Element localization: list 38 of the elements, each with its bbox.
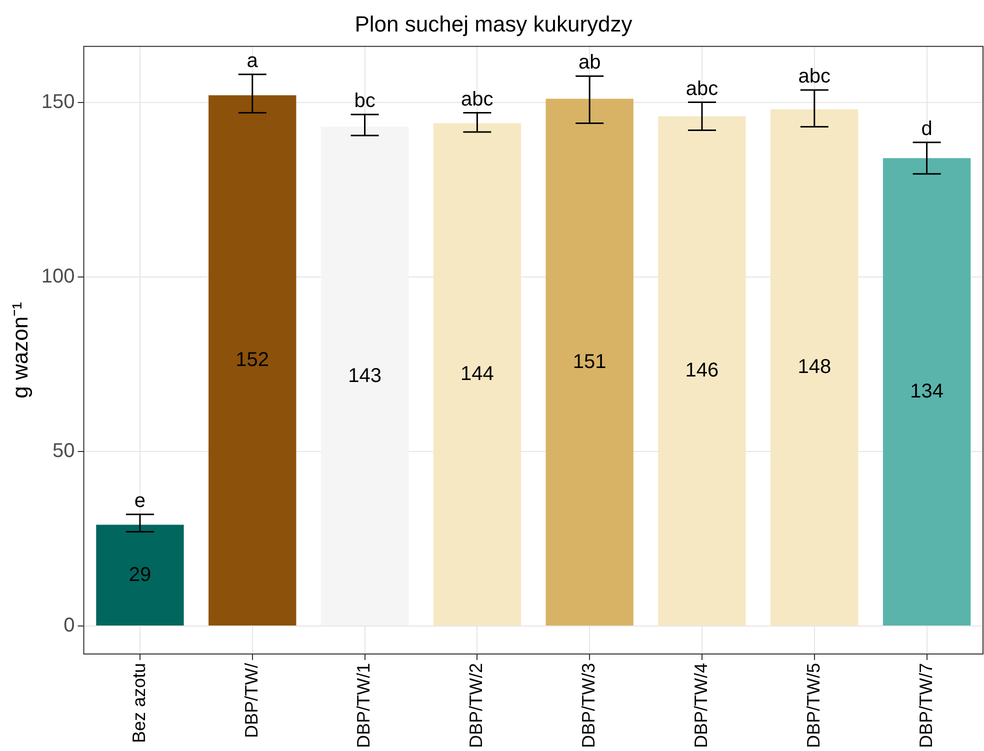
annotation: ab [578, 52, 601, 74]
annotation: e [134, 490, 146, 512]
bar [208, 95, 296, 626]
y-tick-label: 0 [64, 614, 75, 637]
data-label: 134 [910, 380, 944, 403]
x-tick-label: DBP/TW/ [241, 662, 262, 738]
bar [882, 158, 971, 626]
x-tick-label: DBP/TW/2 [466, 662, 486, 748]
y-tick-label: 150 [41, 90, 75, 113]
bar [658, 116, 746, 626]
data-label: 144 [460, 363, 494, 386]
x-tick-label: DBP/TW/1 [354, 662, 374, 748]
data-label: 148 [798, 356, 832, 378]
annotation: a [246, 50, 259, 72]
x-tick-label: DBP/TW/4 [690, 662, 711, 748]
bar [96, 524, 184, 626]
data-label: 29 [128, 564, 152, 586]
annotation: abc [686, 78, 718, 100]
bar [433, 123, 522, 626]
bar [546, 98, 634, 626]
bar [770, 109, 858, 626]
y-axis-title: g wazon⁻¹ [7, 302, 32, 398]
annotation: abc [461, 88, 494, 110]
x-tick-label: DBP/TW/5 [803, 662, 824, 748]
annotation: abc [798, 66, 831, 88]
y-tick-label: 100 [41, 265, 75, 288]
x-tick-label: DBP/TW/7 [916, 662, 936, 748]
x-tick-label: Bez azotu [128, 662, 149, 744]
bar [320, 126, 409, 626]
chart-title: Plon suchej masy kukurydzy [354, 11, 632, 36]
data-label: 146 [685, 360, 719, 382]
y-tick-label: 50 [52, 440, 75, 462]
data-label: 151 [572, 350, 606, 373]
x-tick-label: DBP/TW/3 [578, 662, 599, 748]
annotation: d [921, 118, 932, 140]
data-label: 152 [236, 349, 270, 372]
annotation: bc [354, 90, 376, 112]
data-label: 143 [348, 364, 382, 387]
